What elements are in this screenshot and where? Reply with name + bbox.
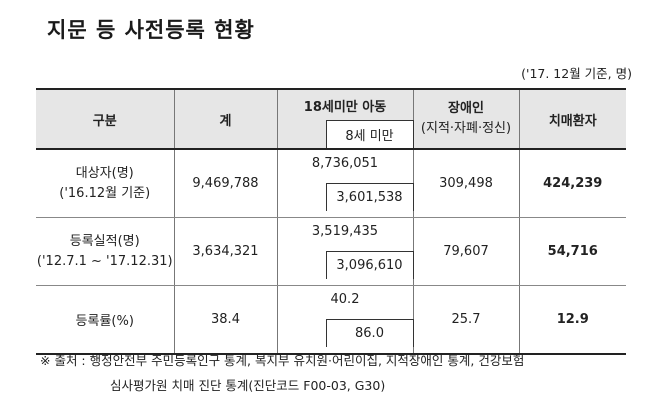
source-note: ※ 출처 : 행정안전부 주민등록인구 통계, 복지부 유치원·어린이집, 지적… xyxy=(40,348,524,398)
cell-disabled: 309,498 xyxy=(412,149,519,218)
row-label: 등록실적(명) ('12.7.1 ~ '17.12.31) xyxy=(36,217,174,286)
header-category: 구분 xyxy=(36,88,174,150)
header-row: 구분 계 18세미만 아동 8세 미만 장애인 (지적·자폐·정신) 치매환자 xyxy=(36,88,626,150)
table-row: 등록률(%) 38.4 40.2 86.0 25.7 12.9 xyxy=(36,285,626,355)
table-row: 등록실적(명) ('12.7.1 ~ '17.12.31) 3,634,321 … xyxy=(36,217,626,286)
row-label: 등록률(%) xyxy=(36,285,174,355)
cell-minor: 8,736,051 3,601,538 xyxy=(276,149,414,218)
row-label-sub: ('12.7.1 ~ '17.12.31) xyxy=(36,253,173,269)
header-disabled: 장애인 (지적·자폐·정신) xyxy=(412,88,519,150)
source-note-line2: 심사평가원 치매 진단 통계(진단코드 F00-03, G30) xyxy=(110,378,386,393)
header-minor-label: 18세미만 아동 xyxy=(303,100,387,115)
unit-note: ('17. 12월 기준, 명) xyxy=(521,66,632,81)
header-disabled-label: 장애인 xyxy=(448,101,484,116)
registration-table: 구분 계 18세미만 아동 8세 미만 장애인 (지적·자폐·정신) 치매환자 … xyxy=(36,88,626,355)
cell-total: 9,469,788 xyxy=(173,149,277,218)
cell-disabled: 25.7 xyxy=(412,285,519,355)
source-note-line1: ※ 출처 : 행정안전부 주민등록인구 통계, 복지부 유치원·어린이집, 지적… xyxy=(40,353,525,368)
cell-minor-value: 40.2 xyxy=(330,292,360,307)
header-dementia: 치매환자 xyxy=(518,88,626,150)
cell-total: 3,634,321 xyxy=(173,217,277,286)
row-label: 대상자(명) ('16.12월 기준) xyxy=(36,149,174,218)
cell-total: 38.4 xyxy=(173,285,277,355)
cell-minor: 3,519,435 3,096,610 xyxy=(276,217,414,286)
row-label-main: 등록실적(명) xyxy=(69,233,140,249)
header-total: 계 xyxy=(173,88,277,150)
row-label-sub: ('16.12월 기준) xyxy=(59,185,151,201)
cell-minor-value: 3,519,435 xyxy=(311,224,379,239)
page-title: 지문 등 사전등록 현황 xyxy=(47,18,255,42)
cell-disabled: 79,607 xyxy=(412,217,519,286)
cell-minor-sub-value: 3,096,610 xyxy=(325,251,414,279)
row-label-main: 대상자(명) xyxy=(75,165,134,181)
cell-dementia: 424,239 xyxy=(518,149,626,218)
cell-dementia: 54,716 xyxy=(518,217,626,286)
cell-dementia: 12.9 xyxy=(518,285,626,355)
cell-minor-sub-value: 86.0 xyxy=(325,319,414,347)
cell-minor-value: 8,736,051 xyxy=(311,156,379,171)
header-disabled-sub-label: (지적·자폐·정신) xyxy=(420,121,512,136)
cell-minor: 40.2 86.0 xyxy=(276,285,414,355)
cell-minor-sub-value: 3,601,538 xyxy=(325,183,414,211)
header-minor: 18세미만 아동 8세 미만 xyxy=(276,88,414,150)
row-label-main: 등록률(%) xyxy=(75,314,134,329)
header-minor-sub-label: 8세 미만 xyxy=(325,120,414,148)
table-row: 대상자(명) ('16.12월 기준) 9,469,788 8,736,051 … xyxy=(36,149,626,218)
